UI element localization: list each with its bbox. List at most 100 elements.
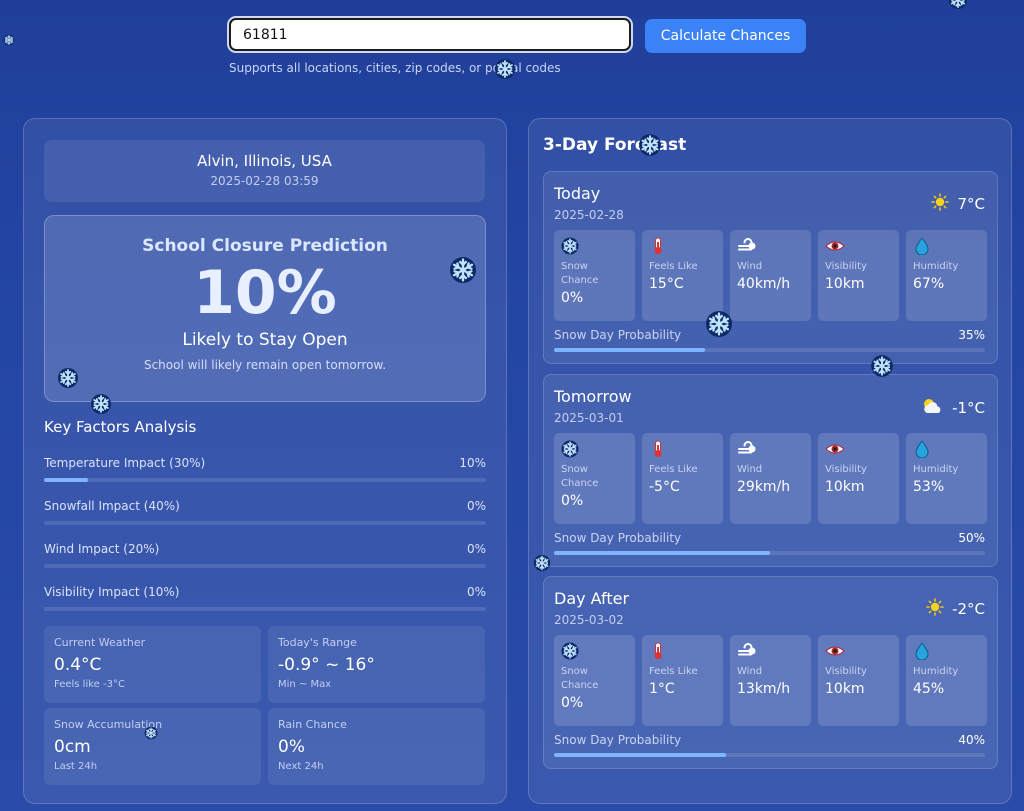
stat-sub: Next 24h [278, 761, 324, 772]
metric-value: 10km [825, 479, 865, 495]
metric-label: Wind [737, 464, 763, 475]
stat-sub: Last 24h [54, 761, 98, 772]
probability-bar [554, 551, 770, 555]
sun-icon [931, 193, 950, 215]
snowflake-icon [638, 133, 662, 157]
metric-label: Feels Like [649, 666, 698, 677]
metric-label: Feels Like [649, 464, 698, 475]
factor-wind: Wind Impact (20%) 0% [44, 542, 486, 568]
metric-value: 53% [913, 479, 945, 495]
probability-value: 40% [958, 733, 985, 747]
metric-value: 0% [561, 290, 584, 306]
metric-label: Wind [737, 261, 763, 272]
stat-label: Today's Range [278, 636, 357, 649]
factor-value: 0% [466, 585, 486, 599]
snowflake-icon [144, 726, 158, 740]
droplet-icon [913, 642, 980, 660]
factor-value: 0% [466, 542, 486, 556]
stat-label: Rain Chance [278, 718, 347, 731]
metric-label: Feels Like [649, 261, 698, 272]
probability-label: Snow Day Probability [554, 328, 682, 342]
factors-title: Key Factors Analysis [44, 418, 197, 436]
temperature-value: 7°C [957, 195, 985, 213]
droplet-icon [913, 237, 980, 255]
stat-value: -0.9° ~ 16° [278, 655, 375, 675]
prediction-card: School Closure Prediction 10% Likely to … [44, 215, 486, 402]
snowflake-icon [533, 554, 551, 572]
metric-visibility: Visibility 10km [818, 635, 899, 726]
search-hint: Supports all locations, cities, zip code… [229, 61, 561, 75]
day-temperature: 7°C [931, 193, 985, 215]
metric-value: 10km [825, 276, 865, 292]
factor-value: 10% [459, 456, 486, 470]
calculate-button[interactable]: Calculate Chances [645, 19, 806, 53]
day-date: 2025-03-01 [554, 411, 624, 425]
partly-cloudy-icon [920, 396, 944, 420]
probability-value: 35% [958, 328, 985, 342]
stat-rain-chance: Rain Chance 0% Next 24h [268, 708, 485, 785]
sun-icon [926, 598, 944, 620]
snowflake-icon [494, 58, 516, 80]
metric-value: 0% [561, 695, 584, 711]
snowflake-icon [561, 642, 628, 660]
wind-icon [737, 642, 804, 660]
metric-label: Humidity [913, 666, 959, 677]
thermometer-icon [649, 237, 716, 255]
metric-value: 29km/h [737, 479, 791, 495]
snowflake-icon [561, 237, 628, 255]
metric-label: Wind [737, 666, 763, 677]
metric-value: 45% [913, 681, 945, 697]
metric-value: 10km [825, 681, 865, 697]
stat-snow-accumulation: Snow Accumulation 0cm Last 24h [44, 708, 261, 785]
forecast-day-card: Today 2025-02-28 7°C Snow Chance 0% Feel… [543, 171, 998, 364]
stat-value: 0% [278, 737, 305, 757]
factor-label: Temperature Impact (30%) [44, 456, 206, 470]
metric-snow: Snow Chance 0% [554, 433, 635, 524]
forecast-title: 3-Day Forecast [543, 135, 687, 155]
metric-visibility: Visibility 10km [818, 230, 899, 321]
location-card: Alvin, Illinois, USA 2025-02-28 03:59 [44, 140, 485, 202]
forecast-day-card: Day After 2025-03-02 -2°C Snow Chance 0%… [543, 576, 998, 769]
metric-feels: Feels Like -5°C [642, 433, 723, 524]
day-name: Tomorrow [554, 387, 632, 406]
metric-feels: Feels Like 15°C [642, 230, 723, 321]
snowflake-icon [948, 0, 968, 10]
eye-icon [825, 237, 892, 255]
snowflake-icon [705, 310, 733, 338]
location-name: Alvin, Illinois, USA [197, 152, 332, 170]
metric-snow: Snow Chance 0% [554, 635, 635, 726]
day-temperature: -1°C [920, 396, 985, 420]
prediction-title: School Closure Prediction [142, 236, 388, 256]
metric-wind: Wind 13km/h [730, 635, 811, 726]
prediction-percent: 10% [193, 258, 337, 328]
stat-todays-range: Today's Range -0.9° ~ 16° Min ~ Max [268, 626, 485, 703]
metric-wind: Wind 40km/h [730, 230, 811, 321]
metric-label: Humidity [913, 261, 959, 272]
forecast-panel [528, 118, 1012, 804]
day-date: 2025-02-28 [554, 208, 624, 222]
metric-value: 1°C [649, 681, 675, 697]
probability-bar [554, 348, 705, 352]
metric-feels: Feels Like 1°C [642, 635, 723, 726]
metric-humidity: Humidity 45% [906, 635, 987, 726]
temperature-value: -2°C [952, 600, 985, 618]
stat-sub: Min ~ Max [278, 679, 332, 690]
stat-label: Current Weather [54, 636, 146, 649]
metric-snow: Snow Chance 0% [554, 230, 635, 321]
factor-visibility: Visibility Impact (10%) 0% [44, 585, 486, 611]
metric-wind: Wind 29km/h [730, 433, 811, 524]
factor-bar [44, 478, 89, 482]
metric-value: 0% [561, 493, 584, 509]
factor-value: 0% [466, 499, 486, 513]
metric-label: Snow Chance [561, 261, 599, 286]
forecast-day-card: Tomorrow 2025-03-01 -1°C Snow Chance 0% … [543, 374, 998, 567]
metric-humidity: Humidity 53% [906, 433, 987, 524]
factor-snowfall: Snowfall Impact (40%) 0% [44, 499, 486, 525]
metric-value: 13km/h [737, 681, 791, 697]
thermometer-icon [649, 440, 716, 458]
prediction-panel [23, 118, 507, 804]
eye-icon [825, 440, 892, 458]
metric-value: 67% [913, 276, 945, 292]
search-input[interactable] [227, 16, 633, 53]
day-name: Day After [554, 589, 630, 608]
